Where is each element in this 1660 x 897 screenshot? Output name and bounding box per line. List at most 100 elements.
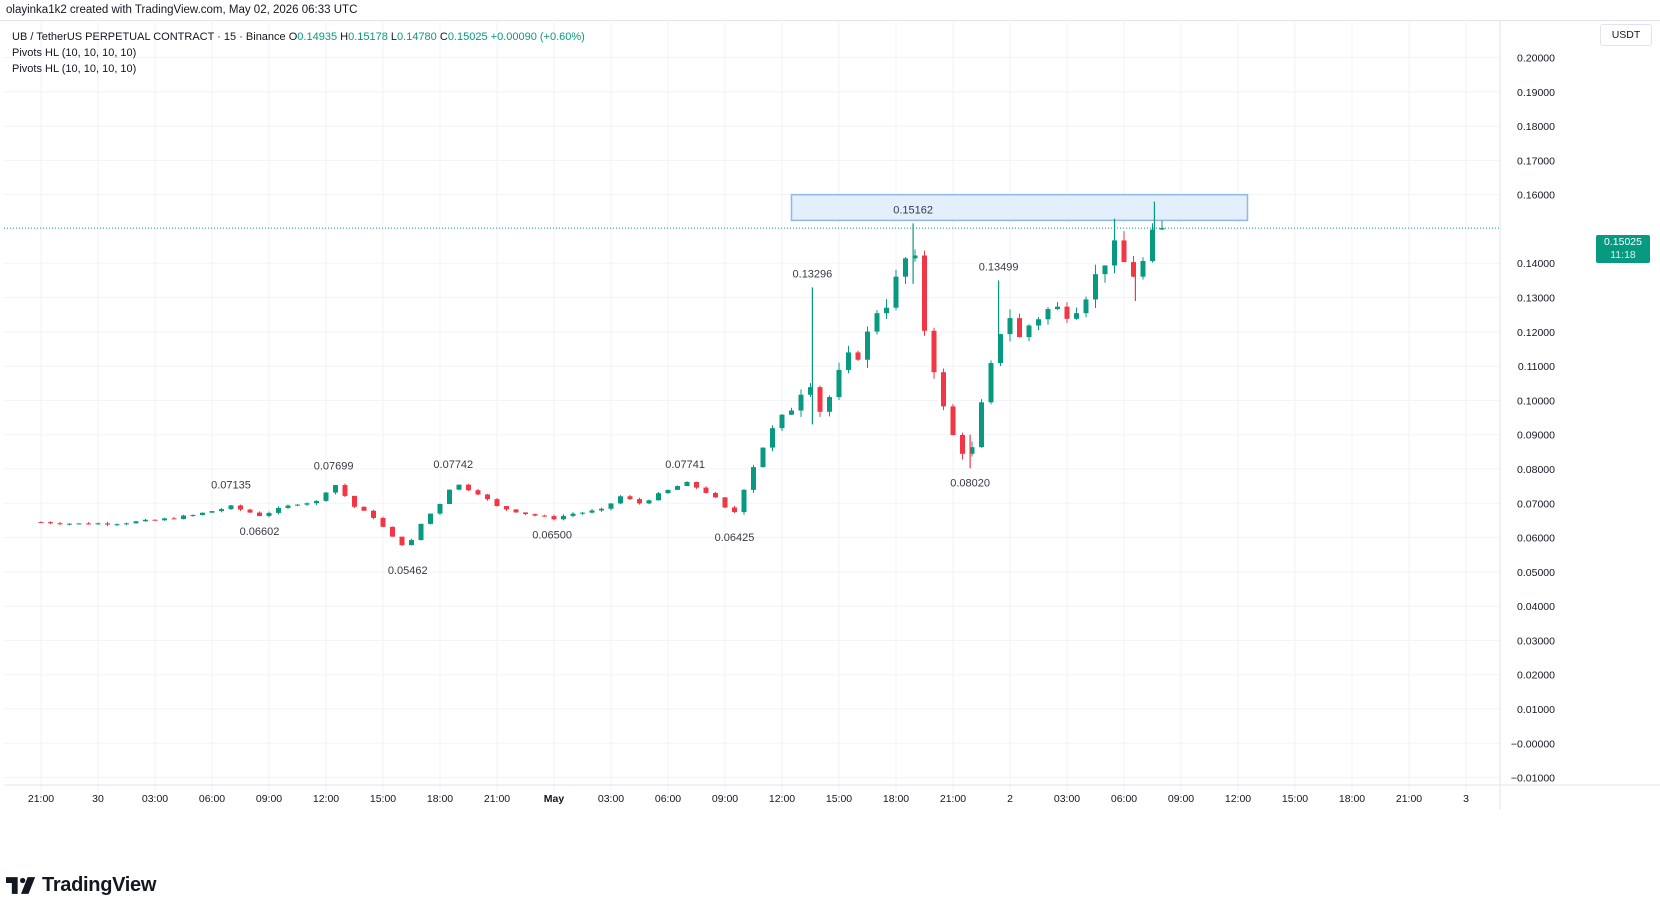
candle-body (798, 394, 804, 411)
price-tick-label: 0.19000 (1517, 87, 1555, 99)
pivot-label: 0.06602 (240, 526, 280, 538)
price-tick-label: 0.01000 (1517, 704, 1555, 716)
last-price-value: 0.15025 (1604, 236, 1642, 248)
price-tick-label: 0.09000 (1517, 430, 1555, 442)
low-label: L (390, 31, 398, 43)
candle-body (276, 507, 281, 513)
indicator-pivots-1[interactable]: Pivots HL (10, 10, 10, 10) (12, 47, 137, 59)
time-tick-label: 09:00 (1168, 793, 1194, 805)
candle-body (475, 490, 481, 495)
candle-body (722, 497, 728, 508)
candle-body (1055, 306, 1060, 310)
candle-body (466, 484, 471, 491)
candle-body (684, 482, 690, 487)
open-value: 0.14935 (297, 31, 338, 43)
pivot-label: 0.06425 (715, 532, 755, 544)
price-tick-label: 0.18000 (1517, 121, 1555, 133)
legend-symbol-row: UB / TetherUS PERPETUAL CONTRACT · 15 · … (12, 29, 585, 45)
candle-body (314, 500, 319, 504)
candle-body (152, 519, 158, 521)
price-tick-label: 0.17000 (1517, 155, 1555, 167)
candle-body (846, 352, 851, 370)
candle-body (751, 467, 756, 490)
candle-body (124, 523, 129, 525)
candle-body (361, 506, 367, 511)
candle-body (1036, 319, 1041, 326)
candle-body (922, 255, 927, 331)
pivot-label: 0.07742 (433, 459, 473, 471)
candle-body (428, 513, 433, 524)
candle-body (770, 428, 775, 448)
time-tick-label: 06:00 (199, 793, 225, 805)
price-tick-label: 0.20000 (1517, 53, 1555, 65)
candle-body (143, 519, 148, 522)
candle-body (1102, 265, 1108, 275)
symbol-title[interactable]: UB / TetherUS PERPETUAL CONTRACT · 15 · … (12, 31, 286, 43)
price-tick-label: −0.00000 (1511, 738, 1555, 750)
price-tick-label: 0.11000 (1518, 361, 1555, 373)
time-tick-label: 09:00 (256, 793, 282, 805)
candle-body (988, 363, 994, 403)
candle-body (485, 494, 490, 500)
candle-body (960, 434, 965, 454)
time-tick-label: 15:00 (1282, 793, 1308, 805)
candle-body (627, 496, 633, 500)
candle-body (371, 510, 376, 518)
candle-body (950, 406, 956, 435)
candle-body (874, 313, 880, 332)
candle-body (494, 499, 500, 507)
chart-canvas[interactable]: 0.20000 0.19000 0.18000 0.17000 0.16000 0.140… (0, 20, 1660, 865)
pivot-label: 0.13499 (979, 261, 1019, 273)
high-value: 0.15178 (348, 31, 388, 43)
pivot-label: 0.07699 (314, 460, 354, 472)
candle-body (76, 523, 82, 525)
candle-body (1150, 229, 1155, 262)
time-tick-label: May (544, 793, 565, 805)
time-tick-label: 12:00 (1225, 793, 1251, 805)
candle-body (266, 512, 272, 516)
candle-body (295, 504, 300, 506)
candle-body (599, 508, 604, 511)
candle-body (1121, 240, 1127, 263)
pivot-label: 0.07741 (665, 459, 705, 471)
watermark-header: olayinka1k2 created with TradingView.com… (6, 4, 358, 16)
candle-body (114, 524, 120, 526)
time-tick-label: 03:00 (142, 793, 168, 805)
candle-body (48, 522, 53, 524)
time-tick-label: 21:00 (1396, 793, 1422, 805)
pivot-label: 0.07135 (211, 480, 251, 492)
pivot-label: 0.06500 (532, 529, 572, 541)
close-label: C (439, 31, 448, 43)
candle-body (694, 482, 699, 488)
price-tick-label: 0.03000 (1517, 635, 1555, 647)
candle-body (181, 515, 186, 519)
indicator-pivots-2[interactable]: Pivots HL (10, 10, 10, 10) (12, 63, 137, 75)
time-tick-label: 2 (1007, 793, 1013, 805)
candle-body (608, 503, 614, 509)
candle-body (285, 505, 291, 508)
high-label: H (340, 31, 349, 43)
price-unit-button[interactable]: USDT (1600, 24, 1652, 46)
candle-body (542, 515, 547, 517)
candle-body (561, 515, 566, 520)
price-tick-label: 0.14000 (1517, 258, 1555, 270)
time-tick-label: 18:00 (883, 793, 909, 805)
bar-countdown: 11:18 (1610, 249, 1636, 261)
candle-body (656, 493, 661, 501)
candle-body (665, 489, 671, 494)
time-tick-label: 18:00 (427, 793, 453, 805)
pivot-label: 0.15162 (893, 204, 933, 216)
pivot-label: 0.08020 (950, 477, 990, 489)
candle-body (456, 484, 462, 490)
candle-body (380, 517, 386, 527)
candle-body (580, 512, 585, 514)
candle-body (931, 330, 937, 373)
candle-body (342, 485, 348, 496)
candle-body (808, 387, 813, 395)
resistance-zone-rect[interactable] (790, 193, 1249, 222)
candle-body (551, 516, 557, 520)
candle-body (1131, 262, 1136, 277)
candle-body (1083, 299, 1089, 314)
candle-body (1159, 228, 1165, 230)
candle-body (1026, 325, 1032, 338)
